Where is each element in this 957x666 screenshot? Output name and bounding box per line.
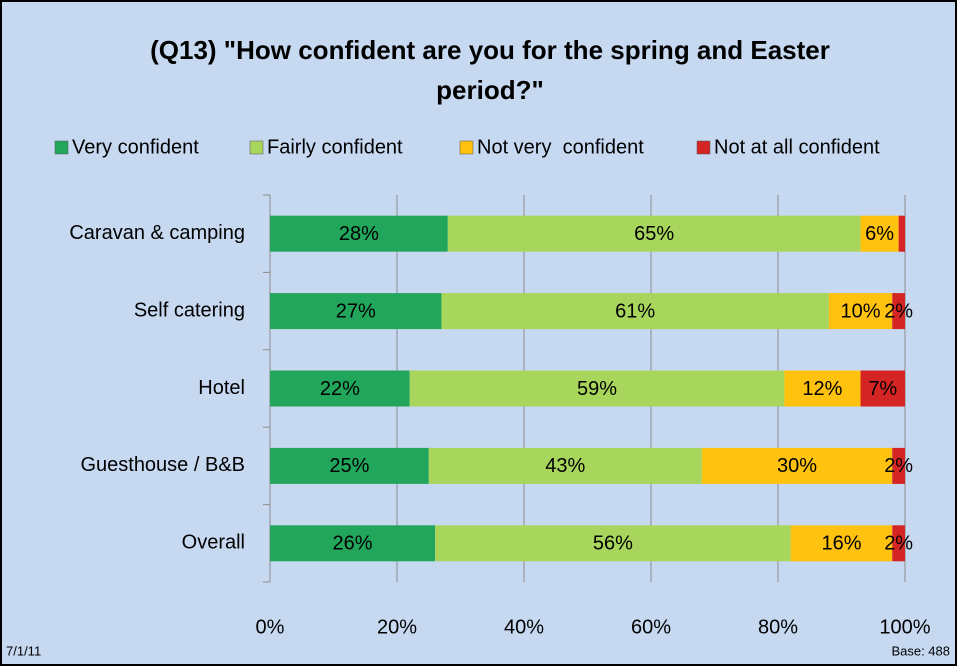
data-label: 25% [329, 455, 369, 477]
bar-segment [898, 215, 905, 252]
bar-segment [270, 447, 429, 484]
data-label: 10% [841, 300, 881, 322]
bar-segment [892, 525, 905, 562]
x-tick-label: 60% [631, 616, 671, 638]
data-label: 26% [333, 533, 373, 555]
bar-segment [447, 215, 861, 252]
data-label: 16% [821, 533, 861, 555]
bar-segment [701, 447, 893, 484]
legend-swatch [249, 140, 264, 155]
footer-base: Base: 488 [891, 643, 950, 658]
y-tick-label: Caravan & camping [69, 222, 245, 244]
data-label: 59% [577, 378, 617, 400]
legend-label: Fairly confident [267, 136, 403, 158]
data-label: 12% [802, 378, 842, 400]
bar-segment [270, 293, 442, 330]
data-label: 2% [884, 533, 913, 555]
x-tick-label: 0% [256, 616, 285, 638]
bar-segment [270, 215, 448, 252]
x-tick-label: 80% [758, 616, 798, 638]
data-label: 28% [339, 223, 379, 245]
y-tick-label: Self catering [134, 299, 245, 321]
bar-segment [435, 525, 791, 562]
bar-segment [270, 370, 410, 407]
chart-title: (Q13) "How confident are you for the spr… [150, 35, 830, 105]
footer-date: 7/1/11 [6, 643, 41, 658]
data-label: 61% [615, 300, 655, 322]
legend-label: Very confident [72, 136, 199, 158]
legend-label: Not at all confident [714, 136, 880, 158]
bar-segment [892, 447, 905, 484]
bar-segment [441, 293, 829, 330]
bar-segment [270, 525, 436, 562]
data-label: 30% [777, 455, 817, 477]
x-tick-label: 20% [377, 616, 417, 638]
bar-segment [860, 215, 899, 252]
legend-label: Not very confident [477, 136, 644, 158]
bar-segment [784, 370, 861, 407]
legend-swatch [54, 140, 69, 155]
data-label: 56% [593, 533, 633, 555]
bar-segment [409, 370, 785, 407]
data-label: 22% [320, 378, 360, 400]
data-label: 7% [868, 378, 897, 400]
legend-swatch [696, 140, 711, 155]
data-label: 2% [884, 455, 913, 477]
x-tick-label: 100% [879, 616, 930, 638]
bar-segment [790, 525, 893, 562]
y-tick-label: Overall [182, 532, 245, 554]
x-tick-label: 40% [504, 616, 544, 638]
data-label: 2% [884, 300, 913, 322]
bar-segment [860, 370, 905, 407]
y-tick-label: Guesthouse / B&B [80, 454, 245, 476]
data-label: 65% [634, 223, 674, 245]
bar-segment [892, 293, 905, 330]
data-label: 6% [865, 223, 894, 245]
y-tick-label: Hotel [198, 377, 245, 399]
data-label: 27% [336, 300, 376, 322]
legend-swatch [459, 140, 474, 155]
bar-segment [828, 293, 893, 330]
data-label: 43% [545, 455, 585, 477]
bar-segment [428, 447, 702, 484]
